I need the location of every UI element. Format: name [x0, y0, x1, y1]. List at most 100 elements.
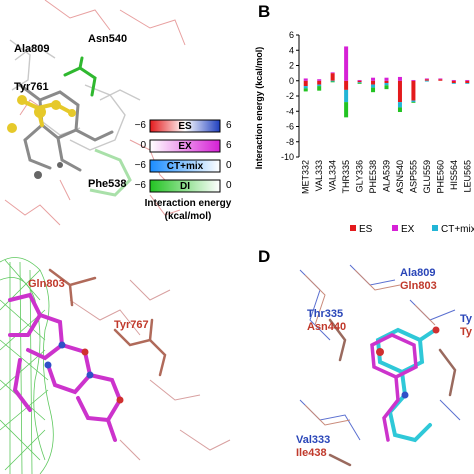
legend-swatch-ct-mix — [432, 225, 438, 231]
bar-es-leu565 — [465, 80, 470, 84]
colorbar-ex-min: 0 — [140, 140, 146, 151]
category-label: GLU559 — [422, 160, 432, 194]
residue-label-tyr767: Tyr767 — [114, 319, 149, 331]
colorbar-ct-min: −6 — [135, 160, 147, 171]
colorbar-di-gradient — [149, 179, 221, 193]
category-label: GLY336 — [355, 160, 365, 192]
y-tick-label: -8 — [286, 137, 294, 147]
panel-a-grey-sticks — [9, 39, 141, 151]
grey-atoms — [34, 162, 63, 179]
bar-ct-mix-glu559 — [424, 80, 429, 82]
colorbar-es-label: ES — [178, 121, 192, 132]
bar-ct-mix-asn540 — [397, 102, 402, 108]
y-tick-label: -4 — [286, 106, 294, 116]
panel-d: D — [258, 247, 473, 467]
bar-ex-asn540 — [397, 76, 402, 81]
bar-es-asn540 — [397, 80, 402, 103]
category-label: LEU565 — [462, 160, 472, 193]
panel-letter-d: D — [258, 247, 270, 266]
panel-a: Ala809 Asn540 Tyr761 Phe538 −6 ES 6 — [4, 0, 232, 226]
panel-c: Gln803 Tyr767 — [0, 257, 231, 474]
colorbar-ex-label: EX — [178, 141, 192, 152]
bar-ex-phe538 — [371, 77, 376, 81]
panel-d-oxygen-atoms — [376, 326, 440, 356]
category-label: VAL334 — [328, 160, 338, 191]
y-tick-label: 2 — [289, 61, 294, 71]
category-label: VAL333 — [314, 160, 324, 191]
bar-ct-mix-val334 — [330, 80, 335, 82]
colorbar-es-max: 6 — [226, 120, 232, 131]
density-mesh — [0, 257, 54, 474]
bar-ex-val333 — [317, 79, 322, 81]
residue-label-gln803-d: Gln803 — [400, 280, 437, 292]
bar-ct-mix-met332 — [303, 86, 308, 89]
panel-letter-b: B — [258, 2, 270, 21]
bar-es-ala539 — [384, 80, 389, 84]
residue-label-asn440-d: Asn440 — [307, 321, 346, 333]
bar-di-ala539 — [384, 85, 389, 90]
bar-di-thr335 — [344, 102, 349, 118]
colorbar-ct-label: CT+mix — [167, 161, 204, 172]
y-tick-label: -6 — [286, 122, 294, 132]
bar-ct-mix-leu565 — [465, 83, 470, 84]
category-label: ASN540 — [395, 160, 405, 194]
legend-label-ct-mix: CT+mix — [441, 224, 474, 235]
panel-c-nitrogen-atoms — [44, 341, 94, 379]
bar-es-gly336 — [357, 80, 362, 83]
panel-d-nitrogen-atoms — [401, 391, 409, 399]
bar-es-val334 — [330, 73, 335, 81]
colorbar-ct-max: 0 — [226, 160, 232, 171]
legend-label-ex: EX — [401, 224, 415, 235]
yellow-atoms — [7, 95, 76, 133]
residue-label-ala809: Ala809 — [14, 43, 49, 55]
category-label: ALA539 — [382, 160, 392, 192]
bar-ct-mix-ala539 — [384, 83, 389, 86]
bar-es-val333 — [317, 80, 322, 85]
category-label: ASP555 — [408, 160, 418, 193]
residue-label-gln803: Gln803 — [28, 278, 65, 290]
bar-ex-asp555 — [411, 79, 416, 81]
chart-y-axis-label: Interaction energy (kcal/mol) — [254, 47, 264, 170]
colorbar-ct-gradient — [149, 159, 221, 173]
bar-ex-ala539 — [384, 77, 389, 81]
residue-label-phe538: Phe538 — [88, 178, 127, 190]
panel-c-wireframe — [69, 279, 231, 461]
bar-es-thr335 — [344, 80, 349, 90]
chart-category-labels: MET332 VAL333 VAL334 THR335 GLY336 PHE538 ALA5… — [301, 160, 473, 194]
residue-label-ty-blue-d: Ty — [460, 313, 473, 325]
bar-ex-glu559 — [424, 78, 429, 80]
panel-c-ligand-sticks — [8, 292, 123, 442]
bar-ct-mix-his564 — [451, 83, 456, 84]
category-label: PHE538 — [368, 160, 378, 194]
category-label: PHE560 — [435, 160, 445, 194]
panel-d-cyan-ligand — [375, 327, 437, 443]
bar-ct-mix-phe538 — [371, 84, 376, 88]
y-tick-label: 0 — [289, 76, 294, 86]
category-label: THR335 — [341, 160, 351, 194]
panel-d-magenta-ligand — [370, 333, 418, 442]
energy-bar-chart: Interaction energy (kcal/mol) 6 4 2 0 -2 -4 -6… — [254, 30, 474, 235]
bar-di-gly336 — [357, 83, 362, 84]
bar-ct-mix-thr335 — [344, 89, 349, 103]
bar-di-val334 — [330, 81, 335, 83]
colorbar-es: −6 ES 6 — [135, 119, 232, 133]
residue-label-ile438-d: Ile438 — [296, 447, 327, 459]
bar-di-met332 — [303, 88, 308, 92]
category-label: MET332 — [301, 160, 311, 194]
bar-di-val333 — [317, 86, 322, 91]
bar-es-phe560 — [438, 79, 443, 81]
bar-ex-thr335 — [344, 46, 349, 81]
bar-es-his564 — [451, 80, 456, 84]
colorbar-ex-gradient — [149, 139, 221, 153]
colorbar-legend: −6 ES 6 0 EX 6 −6 CT+mix 0 −6 DI 0 — [135, 119, 232, 222]
colorbar-title-line1: Interaction energy — [145, 198, 232, 209]
bar-di-asp555 — [411, 102, 416, 103]
bar-di-asn540 — [397, 107, 402, 113]
light-green-sticks — [89, 148, 132, 197]
green-residue-sticks — [63, 56, 97, 97]
colorbar-di: −6 DI 0 — [135, 179, 232, 193]
panel-b: B Interaction energy (kcal/mol) 6 4 2 0 -2 -4… — [254, 2, 474, 235]
colorbar-ex-max: 6 — [226, 140, 232, 151]
chart-legend: ES EX CT+mix — [350, 224, 474, 235]
